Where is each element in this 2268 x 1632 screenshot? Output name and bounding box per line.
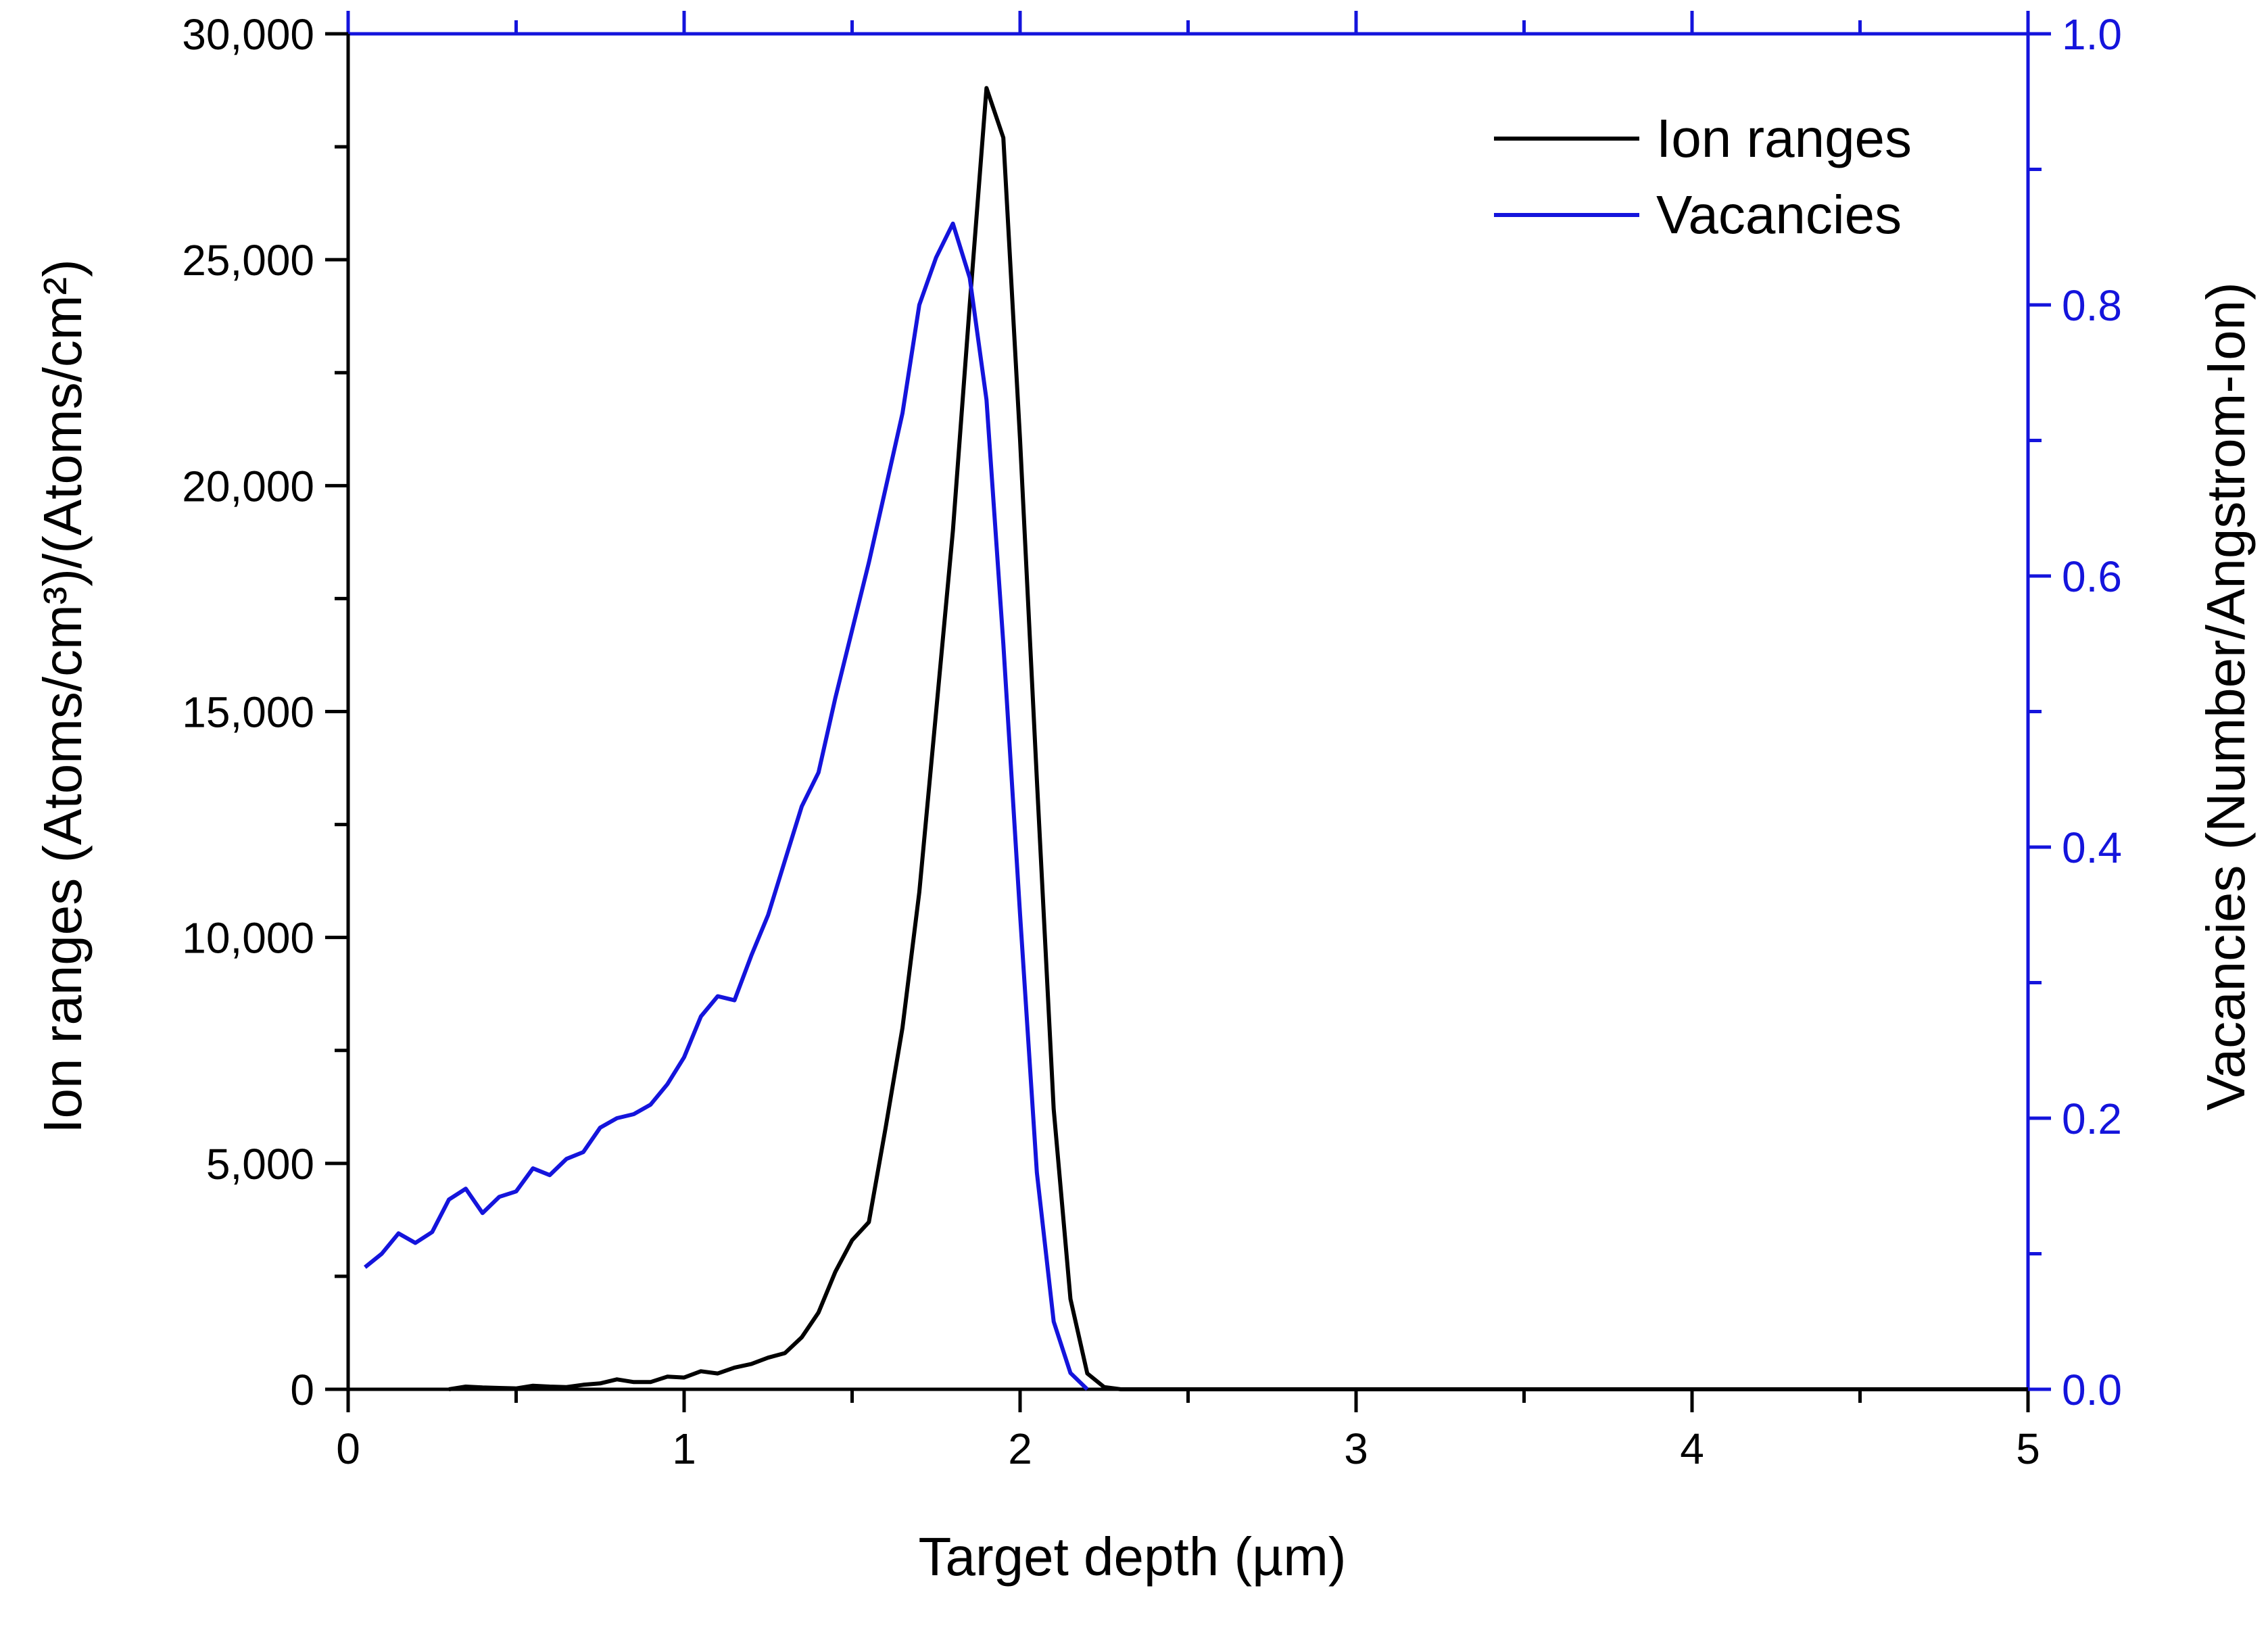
x-tick-label: 5 [2016, 1424, 2040, 1473]
y-left-tick-label: 30,000 [182, 10, 314, 59]
series-layer [364, 86, 2028, 1391]
y-right-tick-label: 0.8 [2062, 281, 2122, 330]
x-tick-label: 3 [1344, 1424, 1368, 1473]
y-right-tick-label: 0.4 [2062, 823, 2122, 872]
y-right-tick-label: 0.2 [2062, 1095, 2122, 1143]
y-left-axis-title: Ion ranges (Atoms/cm³)/(Atoms/cm²) [32, 259, 93, 1134]
y-right-axis-title: Vacancies (Number/Angstrom-Ion) [2196, 282, 2256, 1111]
y-right-tick-label: 1.0 [2062, 10, 2122, 59]
series-line-ion-ranges [448, 86, 2028, 1391]
x-axis-title: Target depth (µm) [918, 1527, 1346, 1587]
x-tick-label: 4 [1680, 1424, 1704, 1473]
y-left-tick-label: 15,000 [182, 688, 314, 737]
y-right-axis-ticks: 0.0 0.2 0.4 0.6 0.8 1.0 [2028, 10, 2122, 1414]
y-left-tick-label: 5,000 [206, 1140, 314, 1189]
y-left-tick-label: 25,000 [182, 236, 314, 285]
y-left-tick-label: 0 [290, 1366, 314, 1414]
x-axis-ticks: 0 1 2 3 4 5 [336, 11, 2040, 1473]
legend: Ion ranges Vacancies [1494, 108, 1912, 245]
x-tick-label: 1 [672, 1424, 696, 1473]
y-left-tick-label: 20,000 [182, 462, 314, 510]
y-right-tick-label: 0.6 [2062, 552, 2122, 601]
legend-label-vacancies: Vacancies [1656, 185, 1902, 245]
series-line-vacancies [364, 221, 1089, 1391]
legend-label-ion-ranges: Ion ranges [1656, 108, 1912, 168]
x-tick-label: 2 [1008, 1424, 1032, 1473]
y-left-tick-label: 10,000 [182, 914, 314, 963]
x-tick-label: 0 [336, 1424, 360, 1473]
y-right-tick-label: 0.0 [2062, 1366, 2122, 1414]
y-left-axis-ticks: 0 5,000 10,000 15,000 20,000 25,000 30,000 [182, 10, 348, 1414]
